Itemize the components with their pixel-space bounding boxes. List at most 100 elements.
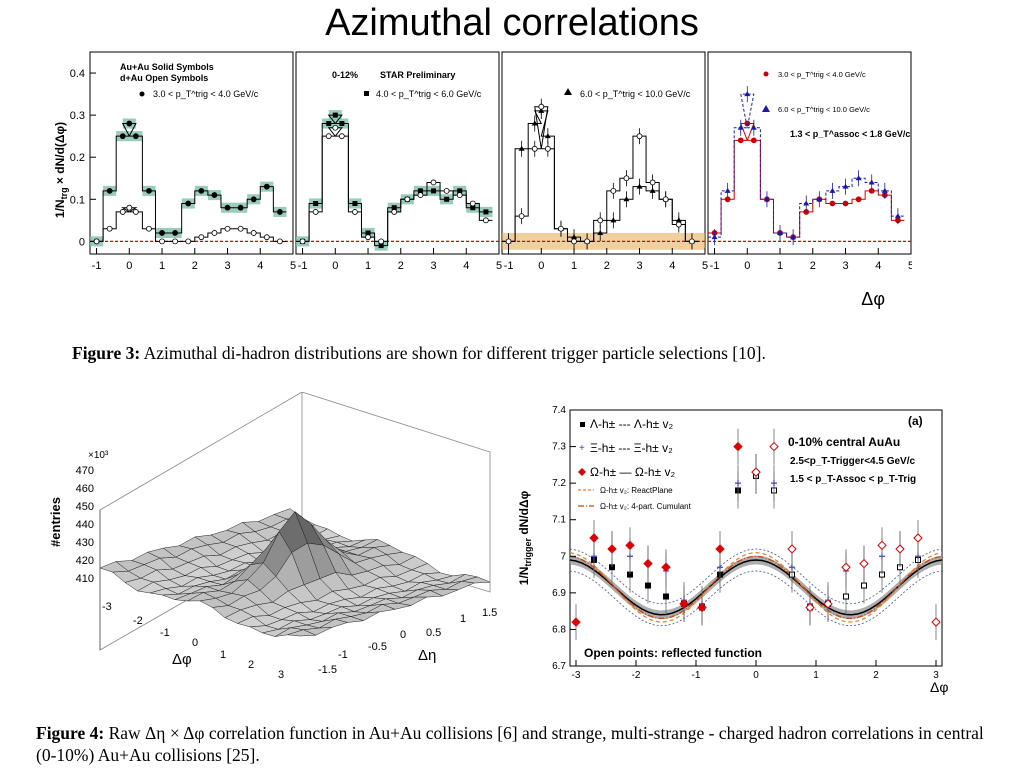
data-point — [146, 225, 152, 232]
x-tick-label: 3 — [636, 260, 642, 272]
data-point — [744, 91, 751, 97]
data-point — [679, 599, 689, 609]
series-histogram — [708, 93, 905, 238]
x-tick-label: 1 — [365, 260, 371, 272]
data-point — [589, 533, 599, 543]
data-point — [132, 209, 139, 215]
legend-marker-lambda — [580, 422, 585, 427]
data-point — [625, 540, 635, 551]
data-point — [737, 124, 744, 130]
x-tick-label: 2 — [192, 260, 198, 272]
data-point — [750, 137, 757, 144]
data-point — [571, 238, 577, 245]
data-point — [365, 234, 371, 241]
y-axis-label: 1/Ntrigger dN/dΔφ — [517, 490, 533, 585]
data-point — [675, 221, 682, 228]
data-point — [750, 124, 757, 130]
data-point — [697, 602, 707, 613]
data-point — [391, 209, 398, 215]
data-point — [663, 593, 669, 600]
data-point — [763, 196, 770, 202]
data-point — [119, 133, 126, 140]
data-point — [724, 187, 731, 193]
cumulant-line — [569, 555, 943, 620]
data-point — [787, 544, 797, 554]
fig3-panel: -1 0 1 2 3 4 5 — [295, 51, 502, 272]
x-tick-label: 0 — [744, 260, 750, 272]
deta-tick-label: -1.5 — [318, 664, 337, 676]
data-point — [352, 209, 358, 215]
data-point — [456, 192, 463, 198]
data-point — [607, 544, 617, 554]
z-tick-label: 440 — [76, 519, 94, 531]
y-tick-label: 7.2 — [552, 478, 566, 489]
data-point — [805, 602, 815, 613]
legend-line: 4.0 < p_T^trig < 6.0 GeV/c — [376, 89, 482, 99]
data-point — [829, 187, 836, 193]
x-tick-label: 3 — [842, 260, 848, 272]
x-tick-label: 2 — [810, 260, 816, 272]
data-point — [649, 179, 656, 186]
data-point — [299, 238, 306, 245]
data-point — [842, 200, 849, 207]
x-tick-label: 4 — [669, 260, 675, 272]
z-axis-label: #entries — [48, 497, 63, 547]
legend-line: d+Au Open Symbols — [120, 73, 208, 83]
v2-error-line — [569, 570, 943, 627]
data-point — [913, 533, 923, 543]
data-point — [263, 234, 270, 241]
y-tick-label: 6.9 — [552, 588, 566, 599]
legend-line: 3.0 < p_T^trig < 4.0 GeV/c — [778, 70, 866, 79]
data-point — [132, 133, 139, 140]
panel-frame — [295, 51, 500, 255]
data-point — [505, 238, 512, 245]
x-tick-label: 3 — [430, 260, 436, 272]
x-tick-label: 4 — [257, 260, 263, 272]
data-point — [689, 238, 695, 245]
data-point — [263, 183, 270, 190]
data-point — [378, 238, 385, 245]
caption-text: Raw Δη × Δφ correlation function in Au+A… — [36, 723, 984, 765]
x-tick-label: 5 — [702, 260, 708, 272]
data-point — [352, 201, 358, 206]
v2-line — [569, 559, 943, 616]
info-line: 0-10% central AuAu — [788, 435, 900, 449]
data-point — [610, 217, 617, 223]
data-point — [198, 234, 205, 241]
dphi-tick-label: 0 — [192, 637, 198, 649]
data-point — [365, 230, 371, 236]
data-point — [332, 112, 338, 118]
x-tick-label: -1 — [710, 260, 720, 272]
slide-title: Azimuthal correlations — [325, 2, 699, 44]
data-point — [391, 205, 397, 211]
data-point — [931, 617, 941, 627]
dphi-tick-label: 2 — [248, 659, 254, 671]
data-point — [159, 238, 165, 245]
data-point — [769, 441, 779, 452]
data-point — [842, 183, 849, 189]
legend-entry: Λ-h± --- Λ-h± v₂ — [590, 417, 674, 431]
x-tick-label: 2 — [398, 260, 404, 272]
data-point — [277, 238, 283, 245]
y-tick-label: 6.7 — [552, 661, 566, 672]
x-tick-label: 5 — [290, 260, 296, 272]
x-tick-label: -2 — [632, 670, 641, 681]
data-point — [185, 238, 192, 245]
deta-tick-label: 1 — [460, 613, 466, 625]
data-point — [338, 133, 345, 140]
x-tick-label: 1 — [777, 260, 783, 272]
data-point — [623, 196, 630, 202]
x-tick-label: 0 — [126, 260, 132, 272]
data-point — [636, 183, 643, 189]
y-tick-label: 7.3 — [552, 442, 566, 453]
y-tick-label: 7 — [560, 551, 566, 562]
data-point — [457, 188, 463, 194]
deta-tick-label: 0 — [400, 629, 406, 641]
data-point — [855, 196, 862, 203]
v2-error-line — [569, 548, 943, 605]
data-point — [597, 217, 604, 224]
data-point — [470, 205, 476, 211]
x-tick-label: 1 — [813, 670, 819, 681]
fig3-panel1-legend: Au+Au Solid Symbols d+Au Open Symbols 3.… — [120, 62, 259, 99]
legend-line: 3.0 < p_T^trig < 4.0 GeV/c — [153, 89, 259, 99]
